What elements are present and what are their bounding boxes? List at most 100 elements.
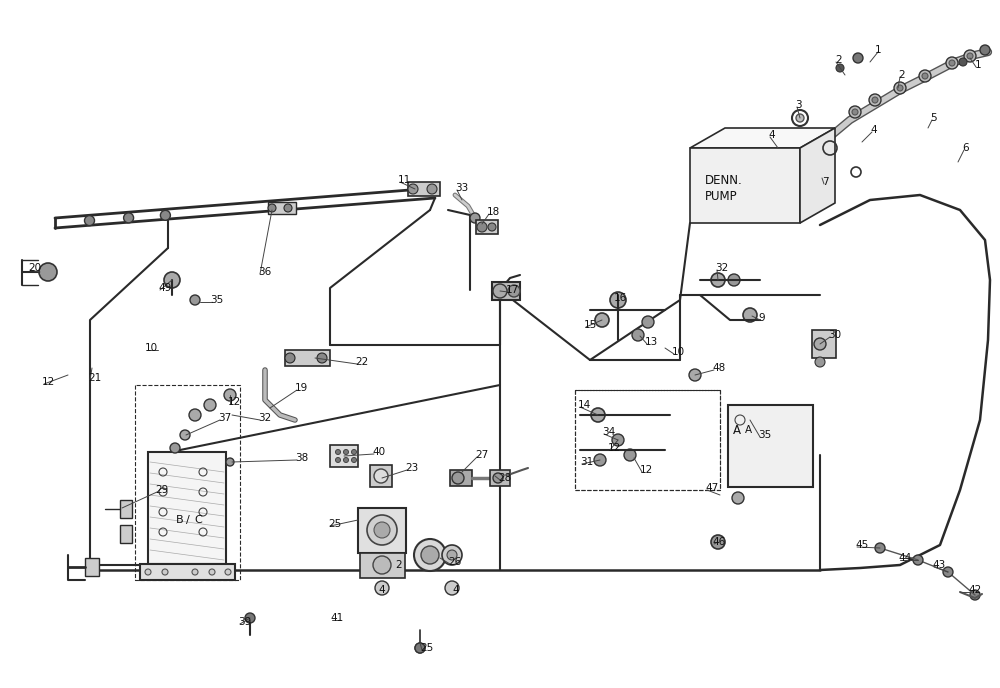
Polygon shape [690, 128, 835, 148]
Text: 21: 21 [88, 373, 101, 383]
Text: 10: 10 [145, 343, 158, 353]
Circle shape [336, 449, 341, 455]
Bar [370, 465, 392, 487]
Text: 39: 39 [238, 617, 251, 627]
Circle shape [869, 94, 881, 106]
Text: 9: 9 [758, 313, 765, 323]
Circle shape [711, 273, 725, 287]
Circle shape [477, 222, 487, 232]
Circle shape [336, 458, 341, 462]
Circle shape [964, 50, 976, 62]
Circle shape [836, 64, 844, 72]
Text: 11: 11 [398, 175, 411, 185]
Circle shape [875, 543, 885, 553]
Text: 23: 23 [405, 463, 418, 473]
Circle shape [632, 329, 644, 341]
Circle shape [796, 114, 804, 122]
Circle shape [594, 454, 606, 466]
Circle shape [268, 204, 276, 212]
Circle shape [959, 58, 967, 66]
Circle shape [872, 97, 878, 103]
Circle shape [689, 369, 701, 381]
Circle shape [970, 590, 980, 600]
Circle shape [209, 569, 215, 575]
Text: 3: 3 [795, 100, 802, 110]
Circle shape [352, 458, 357, 462]
Text: 34: 34 [602, 427, 615, 437]
Circle shape [373, 556, 391, 574]
Bar [85, 558, 99, 576]
Text: 43: 43 [932, 560, 945, 570]
Text: 26: 26 [448, 557, 461, 567]
Circle shape [897, 85, 903, 91]
Text: 4: 4 [768, 130, 775, 140]
Polygon shape [800, 128, 835, 223]
Circle shape [732, 492, 744, 504]
Text: 33: 33 [455, 183, 468, 193]
Circle shape [442, 545, 462, 565]
Circle shape [180, 430, 190, 440]
Text: 36: 36 [258, 267, 271, 277]
Text: 19: 19 [295, 383, 308, 393]
Text: 18: 18 [487, 207, 500, 217]
Bar [120, 500, 132, 518]
Circle shape [946, 57, 958, 69]
Bar [358, 508, 406, 553]
Text: 4: 4 [378, 585, 385, 595]
Circle shape [943, 567, 953, 577]
Circle shape [284, 204, 292, 212]
Text: 44: 44 [898, 553, 911, 563]
Bar [148, 452, 226, 564]
Text: 2: 2 [835, 55, 842, 65]
Text: 28: 28 [498, 473, 511, 483]
Bar [690, 148, 800, 223]
Bar [812, 330, 836, 358]
Circle shape [145, 569, 151, 575]
Text: DENN.: DENN. [705, 173, 743, 186]
Circle shape [980, 45, 990, 55]
Circle shape [728, 274, 740, 286]
Bar [492, 282, 520, 300]
Circle shape [949, 60, 955, 66]
Text: 46: 46 [712, 537, 725, 547]
Circle shape [743, 308, 757, 322]
Text: 30: 30 [828, 330, 841, 340]
Circle shape [375, 581, 389, 595]
Text: C: C [194, 515, 202, 525]
Circle shape [367, 515, 397, 545]
Bar [330, 445, 358, 467]
Circle shape [164, 272, 180, 288]
Circle shape [162, 569, 168, 575]
Circle shape [814, 338, 826, 350]
Text: B: B [176, 515, 184, 525]
Bar [728, 405, 813, 487]
Circle shape [190, 295, 200, 305]
Text: 1: 1 [875, 45, 882, 55]
Circle shape [711, 535, 725, 549]
Circle shape [204, 399, 216, 411]
Text: 15: 15 [584, 320, 597, 330]
Text: 32: 32 [258, 413, 271, 423]
Text: 7: 7 [822, 177, 829, 187]
Text: 35: 35 [210, 295, 223, 305]
Bar [140, 564, 235, 580]
Circle shape [225, 569, 231, 575]
Circle shape [352, 449, 357, 455]
Circle shape [853, 53, 863, 63]
Circle shape [124, 213, 134, 223]
Circle shape [852, 109, 858, 115]
Text: 2: 2 [395, 560, 402, 570]
Circle shape [170, 443, 180, 453]
Circle shape [913, 555, 923, 565]
Text: 13: 13 [645, 337, 658, 347]
Bar [285, 350, 330, 366]
Circle shape [408, 184, 418, 194]
Bar [476, 220, 498, 234]
Circle shape [595, 313, 609, 327]
Circle shape [414, 539, 446, 571]
Circle shape [967, 53, 973, 59]
Circle shape [374, 522, 390, 538]
Circle shape [488, 223, 496, 231]
Circle shape [894, 82, 906, 94]
Circle shape [224, 389, 236, 401]
